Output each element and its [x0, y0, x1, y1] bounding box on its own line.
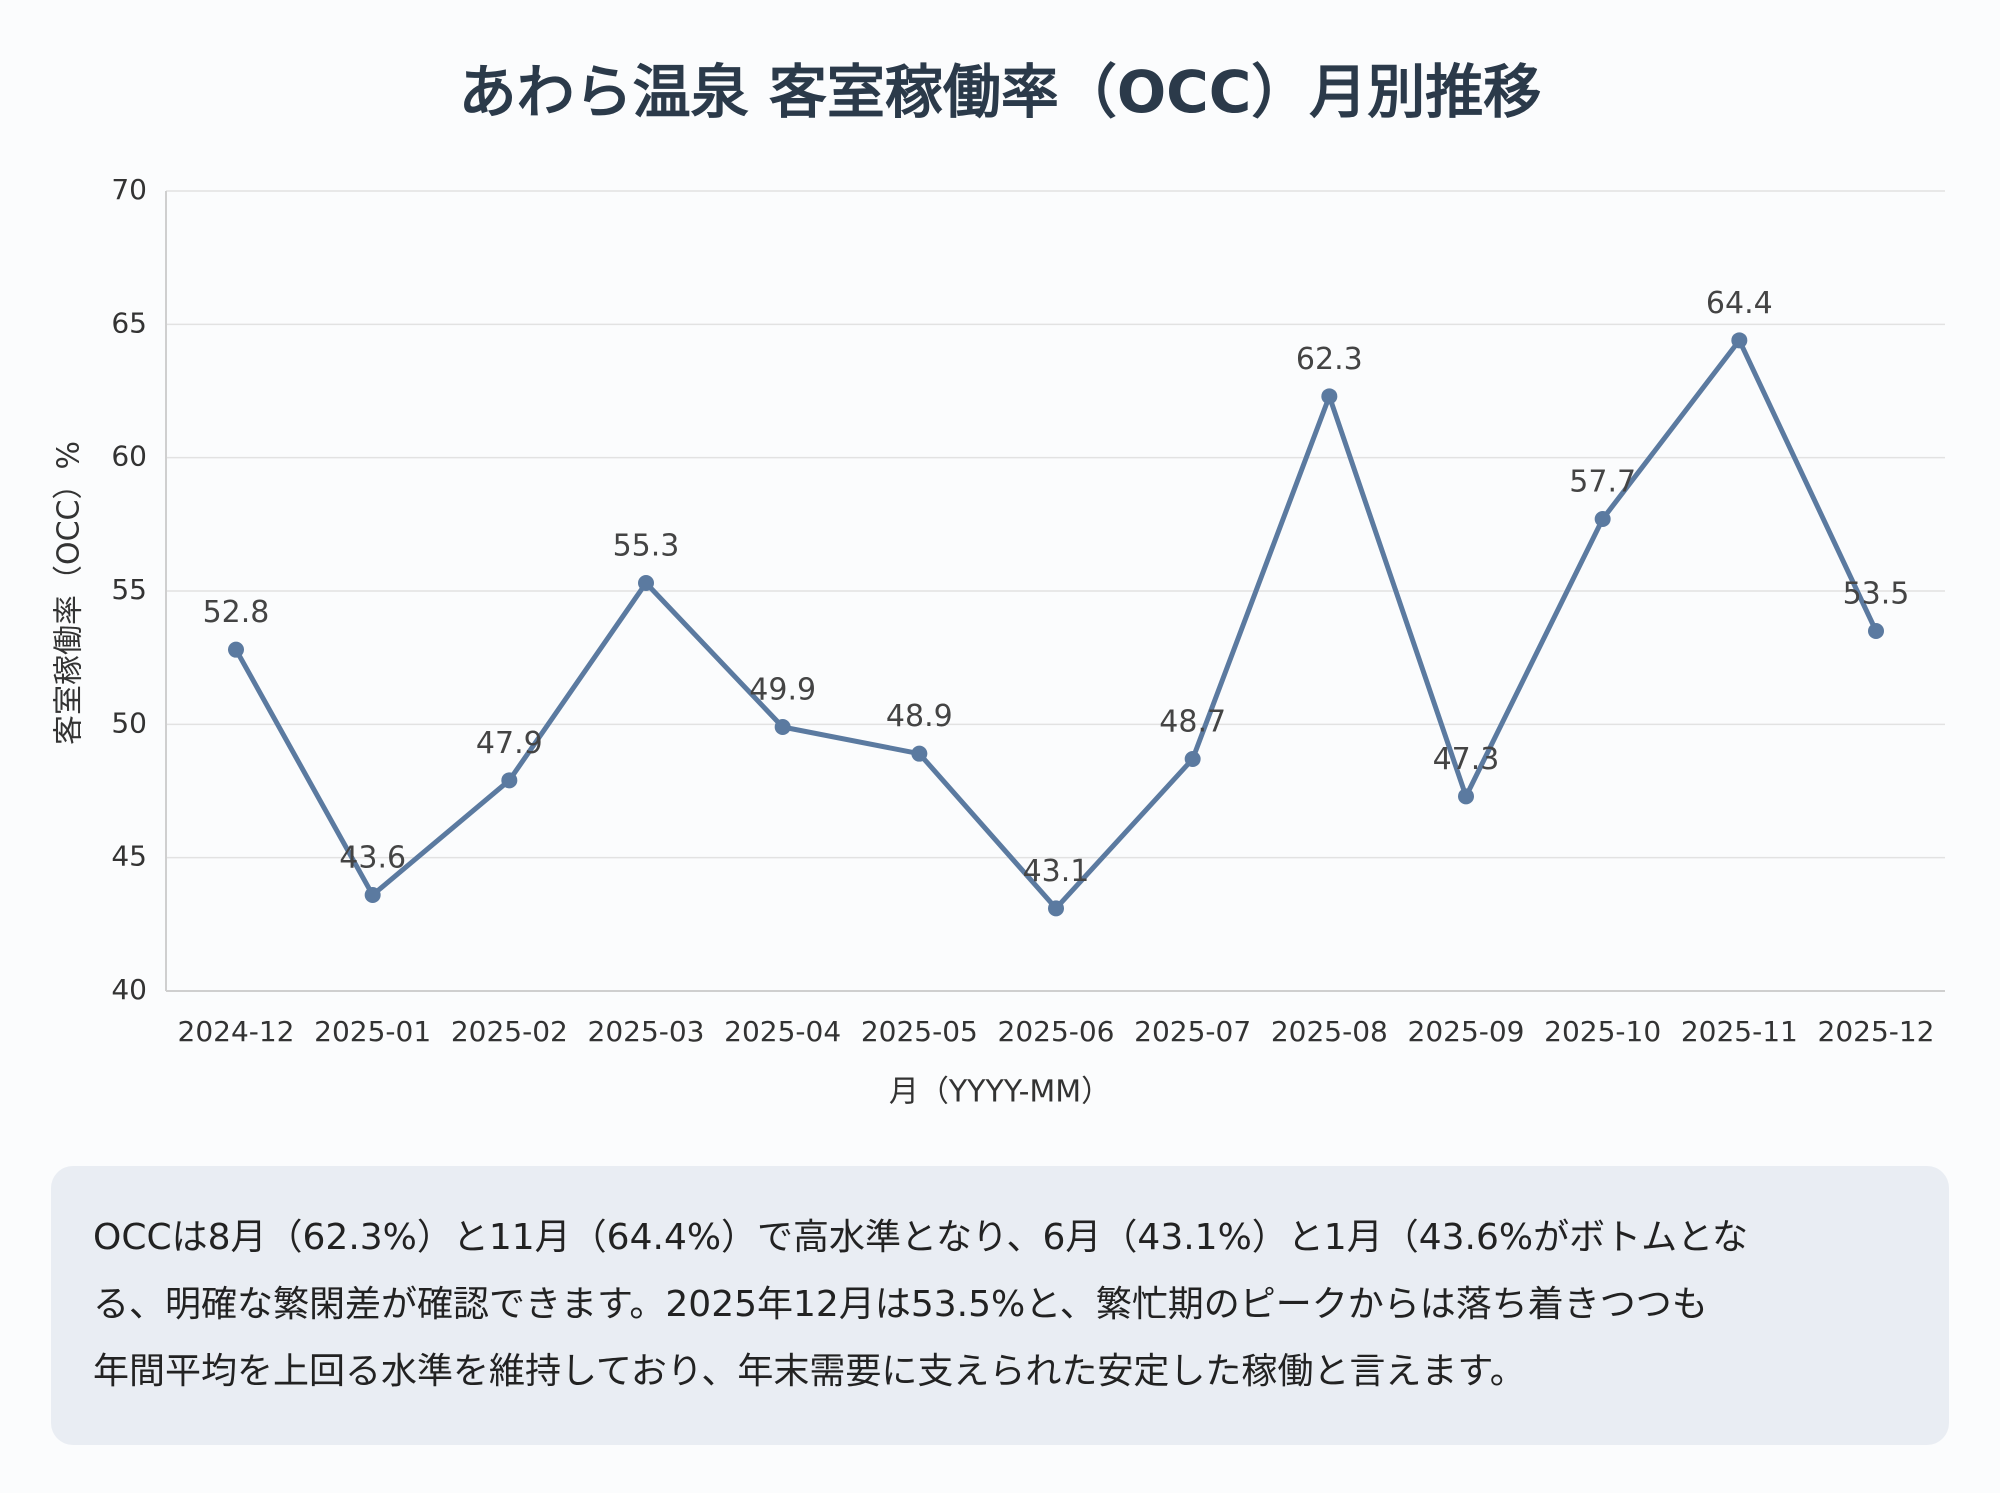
x-tick-label: 2025-03: [588, 1015, 705, 1048]
data-label: 47.9: [476, 726, 543, 761]
x-tick-label: 2025-09: [1408, 1015, 1525, 1048]
x-tick-label: 2024-12: [178, 1015, 295, 1048]
data-line: [233, 337, 1879, 911]
y-tick-label: 60: [111, 440, 147, 473]
y-tick-label: 40: [111, 973, 147, 1006]
chart-title: あわら温泉 客室稼働率（OCC）月別推移: [459, 58, 1542, 126]
data-point: [1048, 900, 1064, 917]
data-point: [1184, 751, 1201, 767]
data-label: 53.5: [1843, 577, 1910, 612]
summary-box: OCCは8月（62.3%）と11月（64.4%）で高水準となり、6月（43.1%…: [51, 1166, 1949, 1445]
data-label: 62.3: [1296, 342, 1363, 377]
x-tick-label: 2025-08: [1271, 1015, 1388, 1048]
y-tick-label: 65: [111, 306, 147, 339]
x-tick-label: 2025-11: [1681, 1015, 1798, 1048]
data-point: [1868, 623, 1884, 639]
data-point: [911, 745, 928, 762]
summary-line: 年間平均を上回る水準を維持しており、年末需要に支えられた安定した稼働と言えます。: [93, 1351, 1526, 1392]
x-tick-label: 2025-01: [314, 1015, 431, 1048]
data-point: [501, 772, 518, 789]
x-tick-label: 2025-04: [724, 1015, 841, 1048]
data-label: 43.6: [339, 841, 406, 876]
data-point: [1321, 388, 1338, 405]
x-tick-label: 2025-02: [451, 1015, 568, 1048]
data-label: 43.1: [1023, 854, 1090, 889]
x-tick-label: 2025-10: [1544, 1015, 1661, 1048]
summary-line: る、明確な繁閑差が確認できます。2025年12月は53.5%と、繁忙期のピークか…: [93, 1284, 1708, 1325]
data-point: [364, 887, 381, 903]
x-tick-label: 2025-05: [861, 1015, 978, 1048]
data-label: 57.7: [1569, 465, 1636, 500]
data-point: [774, 719, 791, 735]
chart: あわら温泉 客室稼働率（OCC）月別推移 月（YYYY-MM） 客室稼働率（OC…: [52, 58, 1945, 1110]
data-label: 64.4: [1706, 286, 1773, 321]
data-point: [1458, 788, 1474, 805]
data-label: 55.3: [613, 529, 680, 564]
data-label: 47.3: [1433, 742, 1500, 777]
x-axis-label: 月（YYYY-MM）: [889, 1075, 1111, 1110]
y-axis-label: 客室稼働率（OCC）%: [52, 441, 87, 745]
data-point: [228, 641, 244, 658]
y-tick-label: 70: [111, 173, 147, 206]
x-tick-label: 2025-06: [998, 1015, 1115, 1048]
data-point: [1594, 511, 1611, 527]
data-point: [638, 575, 654, 591]
y-tick-label: 50: [111, 706, 147, 739]
y-tick-label: 55: [111, 573, 147, 606]
data-label: 48.7: [1159, 705, 1226, 740]
data-label: 49.9: [749, 673, 816, 708]
data-label: 48.9: [886, 699, 953, 734]
y-tick-label: 45: [111, 840, 147, 873]
summary-line: OCCは8月（62.3%）と11月（64.4%）で高水準となり、6月（43.1%…: [93, 1217, 1748, 1258]
data-label: 52.8: [203, 595, 270, 630]
x-tick-label: 2025-12: [1818, 1015, 1935, 1048]
x-tick-label: 2025-07: [1134, 1015, 1251, 1048]
data-point: [1731, 332, 1748, 349]
